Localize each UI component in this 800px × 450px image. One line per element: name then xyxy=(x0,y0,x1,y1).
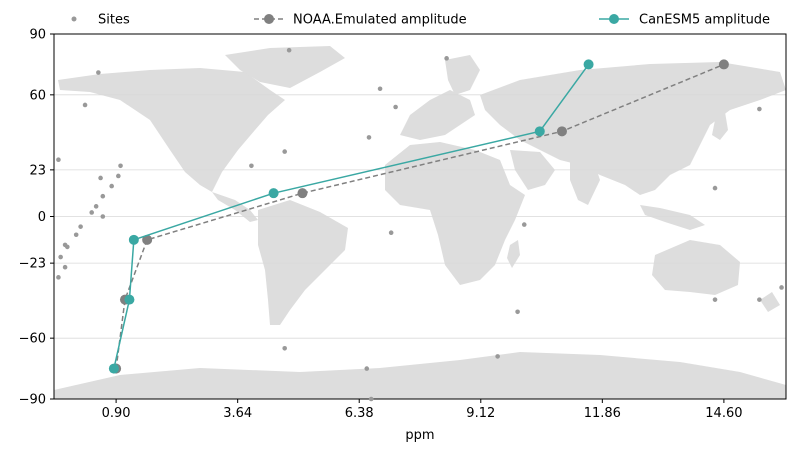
site-point xyxy=(368,396,374,402)
site-point xyxy=(118,163,123,169)
site-point xyxy=(779,285,784,290)
site-point xyxy=(100,214,106,219)
site-point xyxy=(116,173,121,179)
site-point xyxy=(109,183,114,189)
x-tick-label: 6.38 xyxy=(345,406,374,421)
site-point xyxy=(82,102,88,108)
site-point xyxy=(78,224,83,229)
x-tick-label: 3.64 xyxy=(223,406,252,421)
site-point xyxy=(56,157,61,163)
site-point xyxy=(712,185,718,191)
y-tick-label: 90 xyxy=(29,28,46,43)
site-point xyxy=(388,230,394,236)
series-point xyxy=(142,234,153,245)
site-point xyxy=(100,193,106,199)
site-point xyxy=(65,244,70,250)
site-point xyxy=(366,135,372,140)
site-point xyxy=(73,232,79,238)
y-tick-label: −90 xyxy=(19,393,46,408)
series-noaa-emulated xyxy=(111,59,729,374)
series-point xyxy=(124,294,135,305)
x-tick-label: 0.90 xyxy=(102,406,131,421)
site-point xyxy=(98,175,103,181)
site-point xyxy=(286,47,292,53)
world-map-background xyxy=(54,46,786,399)
site-point xyxy=(515,309,520,315)
series-point xyxy=(297,188,308,199)
series-point xyxy=(268,188,279,199)
legend-sites-label: Sites xyxy=(98,13,130,28)
site-point xyxy=(58,254,63,260)
legend-sites-marker xyxy=(71,16,77,22)
site-point xyxy=(377,86,383,92)
site-point xyxy=(364,366,370,371)
site-point xyxy=(521,222,527,227)
series-line xyxy=(115,63,725,369)
axis-ticks: 0.90 3.64 6.38 9.12 11.86 14.60 −90 −60 −23 0 23 60… xyxy=(19,28,743,422)
y-tick-label: 60 xyxy=(29,88,46,103)
site-point xyxy=(56,275,61,280)
y-tick-label: −23 xyxy=(19,257,46,272)
series-point xyxy=(128,234,139,245)
site-point xyxy=(282,149,287,154)
site-point xyxy=(89,210,95,215)
site-point xyxy=(495,354,500,359)
x-axis-label: ppm xyxy=(405,428,434,443)
legend-canesm5-marker xyxy=(609,14,619,24)
series-point xyxy=(534,126,545,137)
site-point xyxy=(757,106,762,112)
y-tick-label: 0 xyxy=(38,210,46,225)
legend-noaa-marker xyxy=(264,14,274,24)
series-lines xyxy=(108,59,729,374)
site-point xyxy=(93,204,99,209)
site-point xyxy=(96,70,101,75)
x-tick-label: 14.60 xyxy=(705,406,742,421)
series-point xyxy=(108,363,119,374)
legend-noaa-label: NOAA.Emulated amplitude xyxy=(293,13,467,28)
y-tick-label: −60 xyxy=(19,332,46,347)
site-point xyxy=(249,163,254,169)
site-point xyxy=(62,264,68,270)
sites-scatter xyxy=(56,47,784,402)
site-point xyxy=(282,346,287,351)
site-point xyxy=(712,297,718,302)
site-point xyxy=(393,104,398,110)
y-tick-label: 23 xyxy=(29,163,46,178)
legend-canesm5-label: CanESM5 amplitude xyxy=(639,13,770,28)
series-point xyxy=(718,59,729,70)
site-point xyxy=(757,297,762,302)
x-tick-label: 9.12 xyxy=(466,406,495,421)
series-point xyxy=(583,59,594,70)
site-point xyxy=(444,56,449,61)
series-canesm5 xyxy=(108,59,594,374)
series-point xyxy=(556,126,567,137)
series-line xyxy=(113,63,590,369)
x-tick-label: 11.86 xyxy=(584,406,621,421)
legend: Sites NOAA.Emulated amplitude CanESM5 ampl… xyxy=(71,13,770,28)
